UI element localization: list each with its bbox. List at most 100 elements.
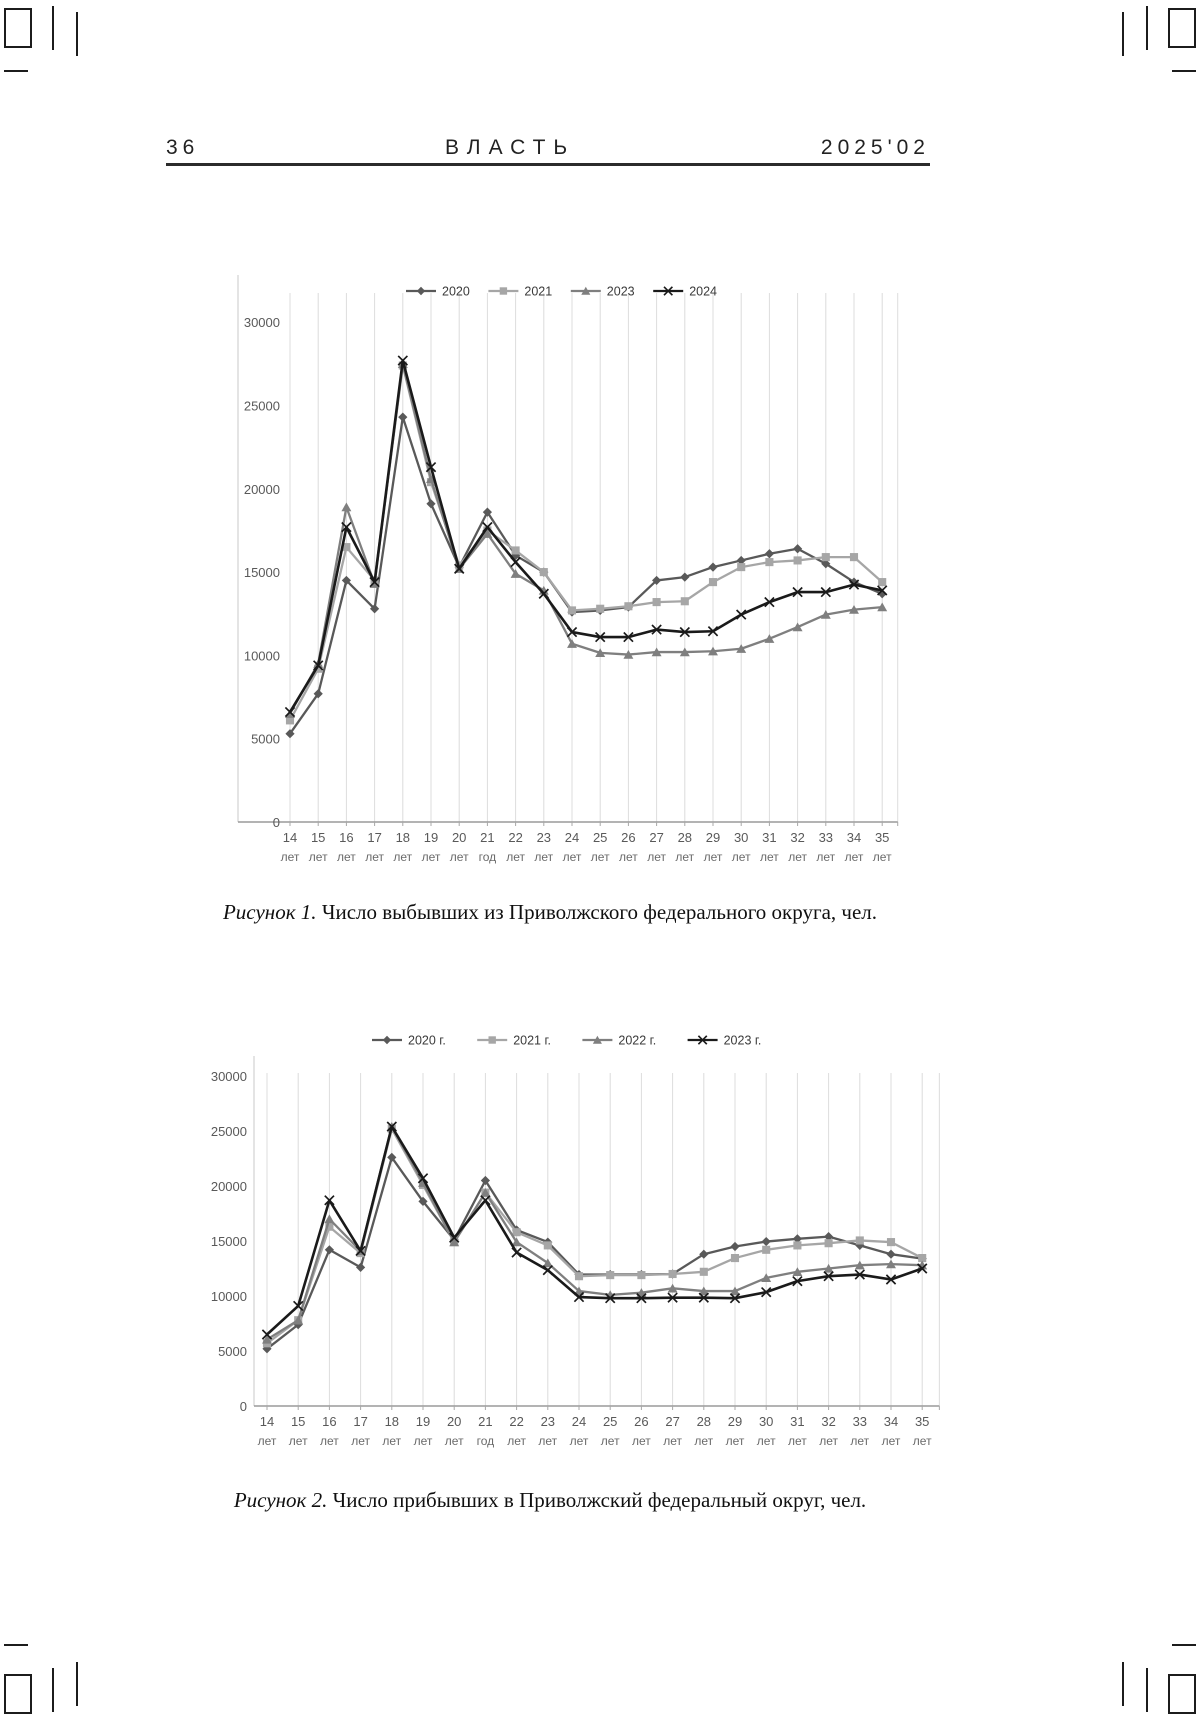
square-marker xyxy=(314,664,323,673)
square-marker xyxy=(511,546,520,555)
svg-text:20: 20 xyxy=(452,830,466,845)
x-marker xyxy=(386,1121,398,1132)
triangle-marker xyxy=(764,634,775,643)
diamond-marker xyxy=(680,572,690,582)
svg-text:лет: лет xyxy=(913,1434,932,1448)
triangle-marker xyxy=(324,1214,335,1224)
svg-text:лет: лет xyxy=(732,850,751,864)
svg-text:15000: 15000 xyxy=(211,1234,247,1249)
triangle-marker xyxy=(510,569,521,578)
square-marker xyxy=(512,1228,521,1237)
square-marker xyxy=(762,1245,771,1254)
square-marker xyxy=(918,1254,927,1263)
x-marker xyxy=(679,626,691,638)
svg-text:22: 22 xyxy=(509,1414,523,1429)
svg-text:20: 20 xyxy=(447,1414,461,1429)
square-marker xyxy=(708,578,718,587)
svg-text:2023 г.: 2023 г. xyxy=(724,1034,762,1048)
x-marker xyxy=(542,1264,554,1276)
square-marker xyxy=(855,1236,864,1245)
svg-text:33: 33 xyxy=(853,1414,867,1429)
svg-text:30000: 30000 xyxy=(211,1069,247,1084)
svg-text:27: 27 xyxy=(665,1414,679,1429)
diamond-marker xyxy=(652,575,662,586)
figure2-caption: Рисунок 2. Число прибывших в Приволжский… xyxy=(165,1488,935,1513)
svg-text:18: 18 xyxy=(396,830,410,845)
svg-text:34: 34 xyxy=(884,1414,898,1429)
square-marker xyxy=(793,556,802,565)
svg-text:25000: 25000 xyxy=(244,399,280,414)
svg-text:22: 22 xyxy=(508,830,522,845)
svg-text:15: 15 xyxy=(291,1414,305,1429)
triangle-marker xyxy=(293,1315,304,1325)
svg-text:лет: лет xyxy=(760,850,779,864)
svg-text:21: 21 xyxy=(480,830,494,845)
diamond-marker xyxy=(482,507,492,517)
svg-text:лет: лет xyxy=(632,1434,651,1448)
triangle-marker xyxy=(877,602,888,612)
x-marker xyxy=(697,1035,708,1045)
x-marker xyxy=(636,1292,647,1304)
square-marker xyxy=(543,1241,552,1250)
svg-text:2020: 2020 xyxy=(442,285,470,299)
svg-text:15000: 15000 xyxy=(244,565,280,580)
svg-text:лет: лет xyxy=(365,850,384,864)
svg-text:лет: лет xyxy=(309,850,328,864)
diamond-marker xyxy=(285,729,295,739)
svg-text:26: 26 xyxy=(621,830,635,845)
svg-text:25000: 25000 xyxy=(211,1124,247,1139)
x-marker xyxy=(538,588,550,599)
gridlines xyxy=(253,1056,940,1406)
legend-item-2024: 2024 xyxy=(653,285,717,299)
legend: 2020 г. 2021 г. 2022 г. 2023 г. xyxy=(372,1034,761,1048)
svg-text:лет: лет xyxy=(619,850,638,864)
series-2023 xyxy=(285,359,888,718)
x-marker xyxy=(324,1195,335,1206)
diamond-marker xyxy=(356,1262,366,1272)
diamond-marker xyxy=(398,412,408,422)
x-marker xyxy=(341,521,352,533)
x-marker xyxy=(510,556,521,568)
x-marker xyxy=(916,1263,928,1274)
triangle-marker xyxy=(623,649,634,659)
triangle-marker xyxy=(574,1286,584,1296)
figure1-caption: Рисунок 1. Число выбывших из Приволжског… xyxy=(165,900,935,925)
triangle-marker xyxy=(262,1334,272,1344)
diamond-marker xyxy=(293,1320,303,1330)
svg-text:31: 31 xyxy=(790,1414,804,1429)
x-marker xyxy=(848,579,860,590)
figure2-line-chart: 0 5000 10000 15000 20000 25000 30000 14 лет 15 лет… xyxy=(211,1034,940,1448)
svg-text:лет: лет xyxy=(663,1434,682,1448)
svg-text:2024: 2024 xyxy=(689,285,717,299)
square-marker xyxy=(886,1238,896,1247)
svg-text:18: 18 xyxy=(385,1414,399,1429)
svg-text:лет: лет xyxy=(337,850,356,864)
svg-text:23: 23 xyxy=(537,830,551,845)
square-marker xyxy=(567,606,577,615)
triangle-marker xyxy=(736,644,747,653)
svg-text:лет: лет xyxy=(563,850,582,864)
diamond-marker xyxy=(792,1234,802,1244)
square-marker xyxy=(652,598,661,607)
x-marker xyxy=(792,586,803,598)
figure1-caption-label: Рисунок 1. xyxy=(222,900,317,924)
svg-text:27: 27 xyxy=(649,830,663,845)
svg-text:23: 23 xyxy=(541,1414,555,1429)
svg-text:лет: лет xyxy=(534,850,553,864)
triangle-marker xyxy=(792,622,803,632)
svg-text:34: 34 xyxy=(847,830,861,845)
square-marker xyxy=(824,1239,833,1248)
diamond-marker xyxy=(699,1249,709,1259)
square-marker xyxy=(680,597,689,606)
square-marker xyxy=(737,563,746,572)
square-marker xyxy=(624,602,633,611)
triangle-marker xyxy=(542,1258,553,1268)
diamond-marker xyxy=(821,559,831,569)
svg-text:14: 14 xyxy=(260,1414,274,1429)
x-marker xyxy=(480,1195,491,1206)
figure1-line-chart: 0 5000 10000 15000 20000 25000 30000 14 лет 15 лет… xyxy=(237,275,899,864)
figure2-caption-label: Рисунок 2. xyxy=(233,1488,328,1512)
x-marker xyxy=(482,521,493,533)
svg-text:31: 31 xyxy=(762,830,776,845)
svg-text:25: 25 xyxy=(593,830,607,845)
